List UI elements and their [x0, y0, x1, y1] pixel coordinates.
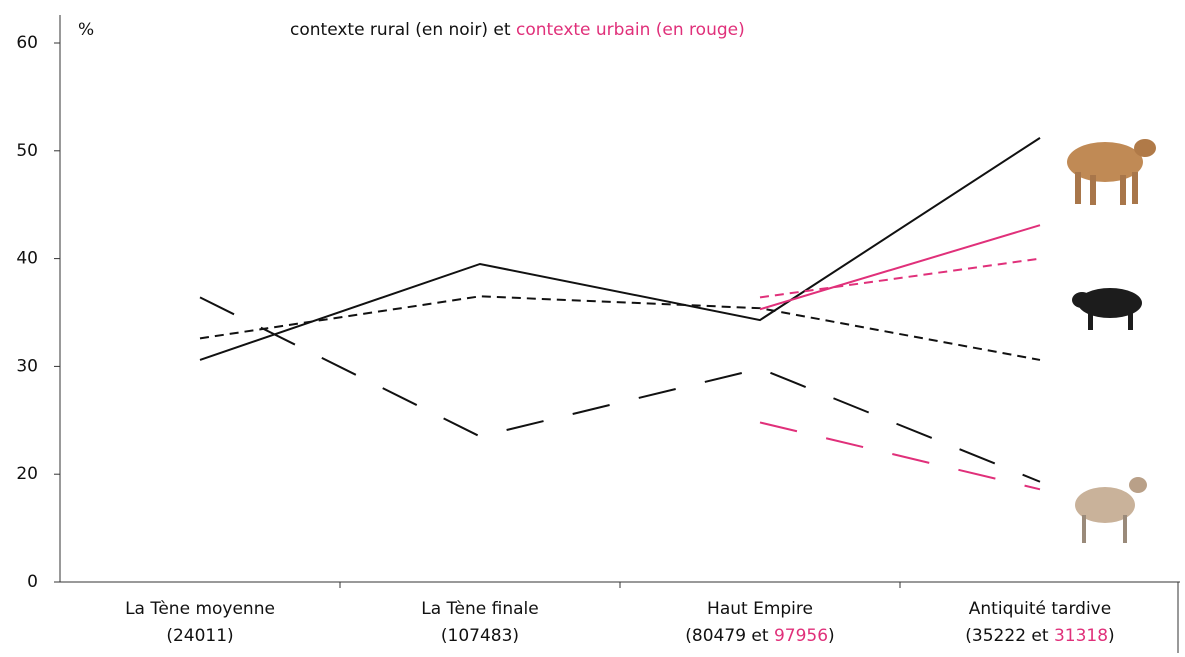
sheep-icon	[1075, 477, 1147, 543]
title-part: contexte urbain (en rouge)	[516, 20, 745, 40]
y-axis-label: %	[78, 20, 94, 40]
note-part: (35222 et	[965, 626, 1054, 646]
y-tick-label: 40	[16, 249, 38, 269]
note-part: (80479 et	[685, 626, 774, 646]
series-line	[760, 225, 1040, 309]
x-tick-label: La Tène finale	[421, 599, 538, 619]
x-tick-label: La Tène moyenne	[125, 599, 275, 619]
x-tick-note: (35222 et 31318)	[965, 626, 1114, 646]
chart: % 0 20 30 40 50 60 contexte rural (en noir) et…	[0, 0, 1185, 653]
cow-icon	[1067, 139, 1156, 205]
title-part: contexte rural (en noir) et	[290, 20, 516, 40]
note-part: 97956	[774, 626, 828, 646]
series-line	[760, 422, 1040, 489]
note-part: )	[1108, 626, 1115, 646]
y-tick-label: 30	[16, 356, 38, 376]
animal-icons	[1067, 139, 1156, 543]
note-part: (24011)	[166, 626, 233, 646]
y-tick-label: 50	[16, 141, 38, 161]
series-line	[200, 138, 1040, 360]
x-tick-label: Haut Empire	[707, 599, 813, 619]
x-tick-note: (24011)	[166, 626, 233, 646]
note-part: 31318	[1054, 626, 1108, 646]
y-tick-label: 0	[27, 572, 38, 592]
series-line	[200, 296, 1040, 360]
note-part: )	[828, 626, 835, 646]
note-part: (107483)	[441, 626, 519, 646]
series-line	[200, 297, 1040, 481]
y-tick-label: 60	[16, 33, 38, 53]
x-tick-note: (80479 et 97956)	[685, 626, 834, 646]
chart-title: contexte rural (en noir) et contexte urb…	[290, 20, 745, 40]
pig-icon	[1072, 288, 1142, 330]
y-tick-label: 20	[16, 464, 38, 484]
x-tick-note: (107483)	[441, 626, 519, 646]
x-tick-label: Antiquité tardive	[969, 599, 1111, 619]
